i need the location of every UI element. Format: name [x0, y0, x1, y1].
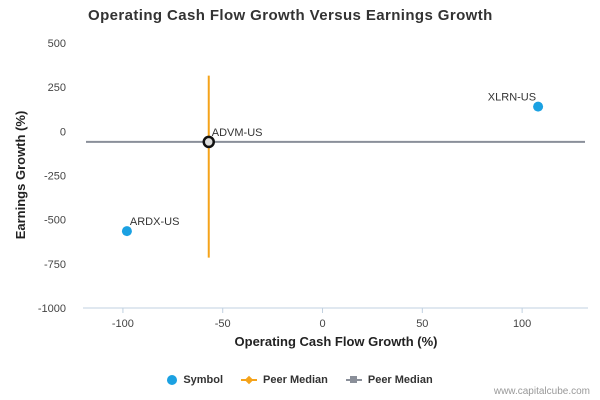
data-point — [202, 135, 216, 149]
chart-title: Operating Cash Flow Growth Versus Earnin… — [88, 7, 493, 24]
x-tick-label: -100 — [112, 318, 134, 330]
data-point-label: ADVM-US — [212, 127, 263, 139]
median-lines-layer — [86, 75, 585, 258]
y-tick-label: 0 — [60, 126, 66, 138]
legend-item-symbol[interactable]: Symbol — [167, 374, 223, 386]
square-line-marker-icon — [345, 375, 362, 385]
x-tick-label: 100 — [513, 318, 531, 330]
y-tick-label: -1000 — [38, 303, 66, 315]
data-point — [533, 101, 544, 112]
y-tick-label: 500 — [48, 38, 66, 50]
y-tick-label: 250 — [48, 82, 66, 94]
data-point-label: XLRN-US — [488, 92, 536, 104]
legend-item-peer-median-y[interactable]: Peer Median — [345, 374, 433, 386]
x-axis-label: Operating Cash Flow Growth (%) — [235, 334, 438, 349]
data-point — [121, 226, 132, 237]
y-tick-label: -750 — [44, 259, 66, 271]
legend: Symbol Peer Median Peer Median — [0, 374, 600, 386]
x-tick-label: 50 — [416, 318, 428, 330]
data-point-label: ARDX-US — [130, 216, 180, 228]
x-tick-label: 0 — [319, 318, 325, 330]
legend-label-peer-median-x: Peer Median — [263, 374, 328, 386]
points-layer: XLRN-US ADVM-US ARDX-US — [121, 92, 544, 237]
legend-item-peer-median-x[interactable]: Peer Median — [241, 374, 328, 386]
y-tick-label: -250 — [44, 171, 66, 183]
circle-marker-icon — [167, 375, 178, 385]
x-tick-label: -50 — [215, 318, 231, 330]
diamond-line-marker-icon — [241, 375, 258, 385]
y-tick-label: -500 — [44, 215, 66, 227]
legend-label-peer-median-y: Peer Median — [367, 374, 433, 386]
y-axis-label: Earnings Growth (%) — [13, 111, 28, 240]
legend-label-symbol: Symbol — [183, 374, 224, 386]
credit-text[interactable]: www.capitalcube.com — [493, 386, 590, 397]
